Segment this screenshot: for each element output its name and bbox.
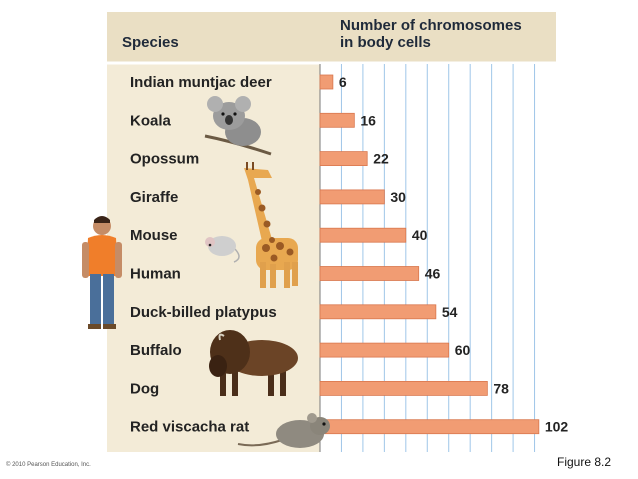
mouse-icon <box>205 236 240 263</box>
bar <box>319 112 355 128</box>
copyright-text: © 2010 Pearson Education, Inc. <box>6 461 91 468</box>
bar <box>319 189 385 205</box>
species-label: Indian muntjac deer <box>130 74 272 91</box>
value-header-line-1: Number of chromosomes <box>340 17 522 34</box>
header-band <box>107 12 556 64</box>
value-header-line-2: in body cells <box>340 34 431 51</box>
species-label: Koala <box>130 112 172 129</box>
species-label: Dog <box>130 380 159 397</box>
bar <box>319 304 437 320</box>
human-icon <box>82 216 122 329</box>
buffalo-icon <box>209 330 298 396</box>
value-label: 46 <box>425 266 441 282</box>
value-label: 16 <box>360 112 376 128</box>
bar <box>319 227 407 243</box>
figure-label: Figure 8.2 <box>557 455 611 469</box>
value-label: 40 <box>412 227 428 243</box>
species-label: Mouse <box>130 227 178 244</box>
species-label: Red viscacha rat <box>130 419 249 436</box>
species-label: Duck-billed platypus <box>130 304 277 321</box>
value-label: 60 <box>455 342 471 358</box>
species-label: Giraffe <box>130 189 178 206</box>
bars: Indian muntjac deer 6 Koala 16 Opossum 22 Gira… <box>130 74 568 436</box>
bar <box>319 419 540 435</box>
species-label: Human <box>130 266 181 283</box>
value-label: 102 <box>545 419 569 435</box>
bar <box>319 74 334 90</box>
value-label: 78 <box>493 380 509 396</box>
bar <box>319 266 420 281</box>
species-header: Species <box>122 34 179 51</box>
giraffe-icon <box>244 162 298 288</box>
value-label: 30 <box>390 189 406 205</box>
value-label: 22 <box>373 151 389 167</box>
rat-icon <box>237 413 330 448</box>
bar <box>319 342 450 358</box>
bar <box>319 380 488 396</box>
species-label: Buffalo <box>130 342 182 359</box>
bar <box>319 151 368 167</box>
koala-icon <box>204 96 272 156</box>
value-label: 54 <box>442 304 458 320</box>
value-label: 6 <box>339 74 347 90</box>
species-label: Opossum <box>130 151 199 168</box>
